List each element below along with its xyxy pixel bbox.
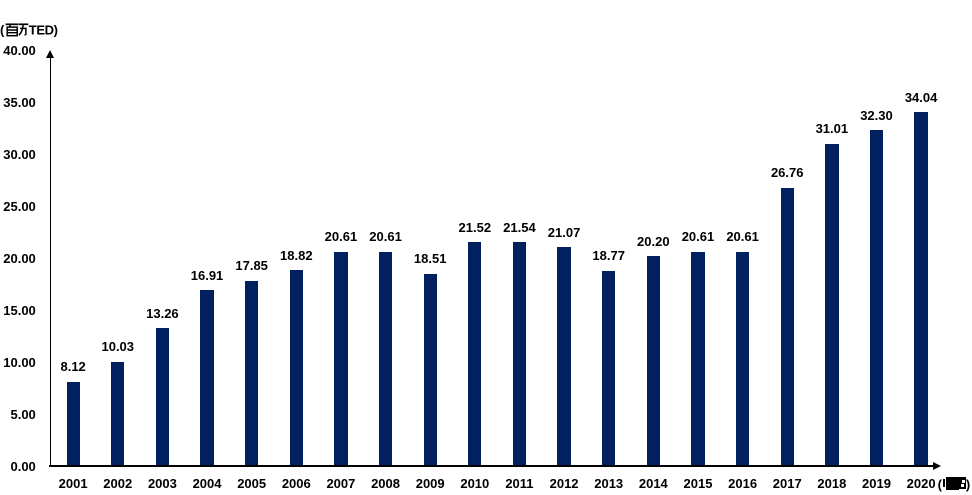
svg-text:TED): TED) [29,22,58,37]
svg-text:(: ( [0,22,5,37]
